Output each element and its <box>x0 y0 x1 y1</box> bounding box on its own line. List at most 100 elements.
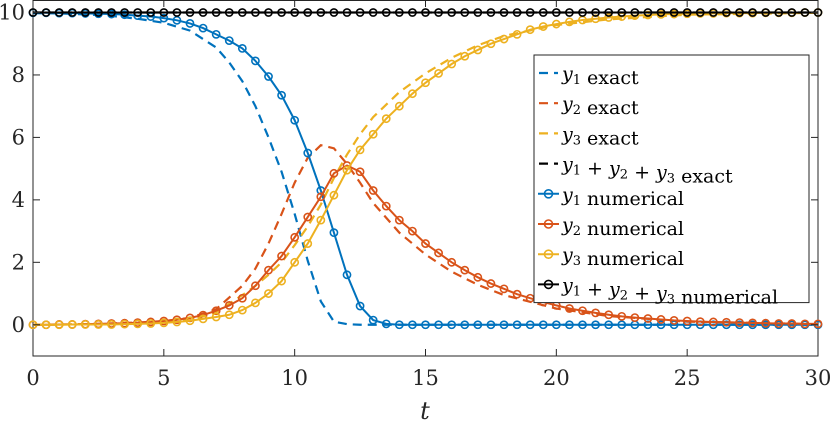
point-y2-numerical <box>669 315 679 325</box>
point-y1-y2-y3-numerical <box>643 8 653 17</box>
point-y2-numerical <box>643 314 653 323</box>
y-tick-label: 2 <box>12 250 25 274</box>
point-y1-numerical <box>617 320 627 330</box>
point-y1-y2-y3-numerical <box>355 8 365 17</box>
point-y3-numerical <box>211 312 221 322</box>
point-y1-y2-y3-numerical <box>120 8 129 17</box>
legend-entry: y2 exact <box>539 93 639 119</box>
point-y2-numerical <box>277 251 286 261</box>
point-y1-numerical <box>447 320 457 330</box>
point-y1-numerical <box>578 320 587 330</box>
point-y3-numerical <box>159 318 169 328</box>
point-y2-numerical <box>565 304 574 313</box>
point-y1-y2-y3-numerical <box>159 8 169 17</box>
point-y2-numerical <box>656 315 666 324</box>
point-y1-numerical <box>198 23 208 33</box>
legend-label: y1 + y2 + y3 numerical <box>561 274 778 308</box>
point-y1-numerical <box>237 44 247 53</box>
y-tick-label: 0 <box>12 313 25 337</box>
point-y1-numerical <box>329 228 339 238</box>
point-y3-numerical <box>394 101 404 111</box>
point-y3-numerical <box>237 305 247 315</box>
point-y3-numerical <box>473 45 483 55</box>
point-y3-numerical <box>185 316 195 326</box>
point-y3-numerical <box>264 289 273 298</box>
point-y1-y2-y3-numerical <box>133 8 143 17</box>
point-y2-numerical <box>748 318 757 328</box>
point-y2-numerical <box>578 306 587 316</box>
point-y1-y2-y3-numerical <box>708 8 718 17</box>
point-y2-numerical <box>486 279 496 288</box>
point-y1-y2-y3-numerical <box>656 8 666 17</box>
point-y3-numerical <box>54 320 64 330</box>
point-y1-numerical <box>290 115 300 125</box>
point-y3-numerical <box>604 13 614 22</box>
point-y1-numerical <box>565 320 574 330</box>
point-y2-numerical <box>722 317 731 327</box>
point-y1-y2-y3-numerical <box>460 8 470 17</box>
legend-marker <box>543 279 554 290</box>
legend-label: y3 exact <box>561 123 639 149</box>
point-y1-y2-y3-numerical <box>499 8 509 17</box>
legend-label: y1 numerical <box>561 184 684 210</box>
point-y2-numerical <box>630 313 640 322</box>
point-y1-y2-y3-numerical <box>774 8 784 17</box>
point-y3-numerical <box>355 145 365 155</box>
line-y2-numerical <box>33 164 818 326</box>
point-y3-numerical <box>447 59 457 69</box>
point-y1-y2-y3-numerical <box>67 8 77 17</box>
point-y1-numerical <box>211 29 221 39</box>
x-tick-label: 10 <box>281 366 308 390</box>
point-y2-numerical <box>499 284 509 294</box>
point-y3-numerical <box>290 257 300 267</box>
point-y3-numerical <box>172 317 182 327</box>
point-y2-numerical <box>303 212 313 222</box>
point-y3-numerical <box>67 320 77 329</box>
point-y1-numerical <box>538 320 548 330</box>
point-y3-numerical <box>565 17 574 27</box>
point-y3-numerical <box>434 68 443 78</box>
point-y3-numerical <box>381 114 391 124</box>
series-layer <box>28 8 823 330</box>
point-y2-numerical <box>512 289 522 299</box>
point-y1-y2-y3-numerical <box>172 8 182 17</box>
point-y3-numerical <box>303 239 313 248</box>
point-y2-numerical <box>421 239 430 248</box>
point-y1-y2-y3-numerical <box>185 8 195 17</box>
point-y3-numerical <box>408 89 417 99</box>
point-y3-numerical <box>146 319 156 328</box>
point-y1-numerical <box>551 320 561 330</box>
point-y2-numerical <box>604 310 614 320</box>
point-y1-y2-y3-numerical <box>447 8 457 17</box>
y-tick-label: 10 <box>0 0 25 24</box>
point-y1-numerical <box>264 72 273 81</box>
point-y1-numerical <box>224 36 234 45</box>
point-y1-numerical <box>486 320 496 330</box>
point-y2-numerical <box>316 192 326 202</box>
x-tick-label: 15 <box>412 366 439 390</box>
line-y3-numerical <box>33 11 818 326</box>
point-y3-numerical <box>251 298 260 308</box>
point-y2-numerical <box>368 186 378 195</box>
point-y1-numerical <box>368 315 378 325</box>
point-y1-numerical <box>525 320 535 330</box>
point-y1-numerical <box>394 320 404 330</box>
legend-box <box>533 54 810 304</box>
point-y1-y2-y3-numerical <box>565 8 574 17</box>
point-y2-numerical <box>708 317 718 327</box>
point-y3-numerical <box>368 129 378 139</box>
legend-entry: y1 + y2 + y3 exact <box>539 154 733 188</box>
point-y1-numerical <box>251 56 260 66</box>
point-y1-numerical <box>185 19 195 28</box>
legend-label: y3 numerical <box>561 244 684 270</box>
series-y1-y2-y3-numerical <box>28 8 823 17</box>
point-y2-numerical <box>735 318 744 327</box>
point-y1-y2-y3-numerical <box>277 8 286 17</box>
point-y2-numerical <box>290 232 300 242</box>
y-tick-label: 4 <box>12 188 25 212</box>
point-y1-numerical <box>303 148 313 158</box>
point-y1-numerical <box>604 320 614 330</box>
legend-label: y1 exact <box>561 63 639 89</box>
point-y3-numerical <box>120 319 129 329</box>
